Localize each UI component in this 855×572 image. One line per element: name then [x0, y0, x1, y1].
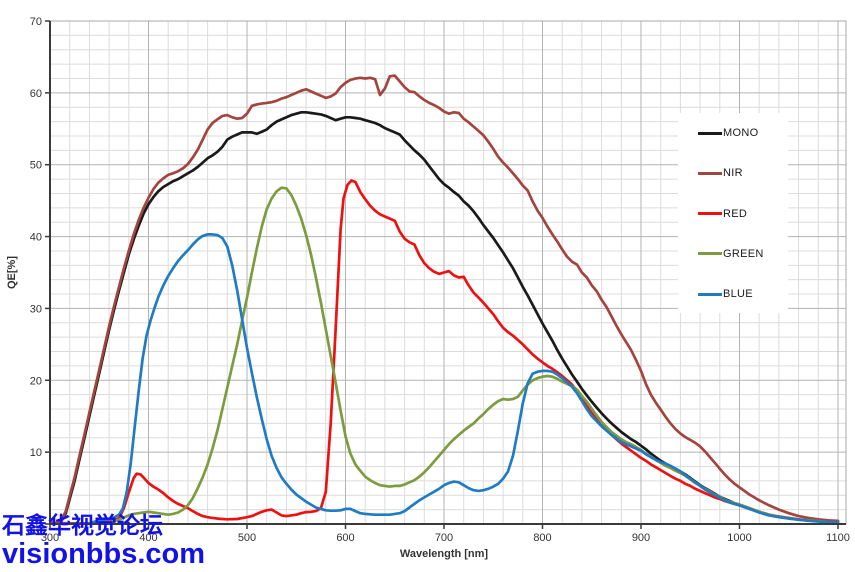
x-tick-label: 400	[139, 532, 157, 544]
x-tick-label: 700	[435, 532, 453, 544]
legend-label: NIR	[723, 167, 743, 180]
y-tick-label: 20	[30, 375, 42, 387]
legend-swatch-nir	[698, 171, 722, 175]
legend-swatch-blue	[698, 292, 722, 296]
x-tick-label: 500	[238, 532, 256, 544]
y-tick-label: 60	[30, 88, 42, 100]
x-tick-label: 300	[41, 532, 59, 544]
series-line-green	[49, 186, 840, 525]
x-tick-label: 900	[632, 532, 650, 544]
y-axis-title: QE[%]	[6, 256, 18, 289]
legend-swatch-red	[698, 212, 722, 215]
legend-label: MONO	[723, 127, 759, 139]
legend-label: GREEN	[723, 247, 764, 260]
x-axis-title: Wavelength [nm]	[400, 548, 489, 560]
series-line-red	[49, 179, 840, 525]
legend-item-red: RED	[698, 207, 747, 221]
y-tick-label: 0	[36, 519, 42, 531]
x-tick-label: 1000	[727, 532, 751, 544]
legend-item-blue: BLUE	[698, 287, 753, 301]
y-tick-label: 30	[30, 303, 42, 315]
x-tick-label: 800	[533, 532, 551, 544]
legend-swatch-green	[698, 252, 722, 256]
y-tick-label: 10	[30, 447, 42, 459]
legend-label: RED	[723, 207, 748, 220]
legend-item-green: GREEN	[698, 247, 764, 261]
x-tick-label: 600	[336, 532, 354, 544]
legend-label: BLUE	[723, 288, 753, 300]
y-tick-label: 70	[30, 16, 42, 28]
x-tick-label: 1100	[826, 532, 850, 544]
y-tick-label: 50	[30, 160, 42, 172]
series-line-blue	[49, 233, 840, 525]
chart-legend: MONO NIR RED GREEN BLUE	[678, 113, 788, 313]
legend-item-nir: NIR	[698, 166, 743, 180]
series-line-nir	[49, 74, 840, 525]
legend-swatch-mono	[698, 131, 722, 135]
legend-item-mono: MONO	[698, 126, 758, 140]
y-tick-label: 40	[30, 232, 42, 244]
